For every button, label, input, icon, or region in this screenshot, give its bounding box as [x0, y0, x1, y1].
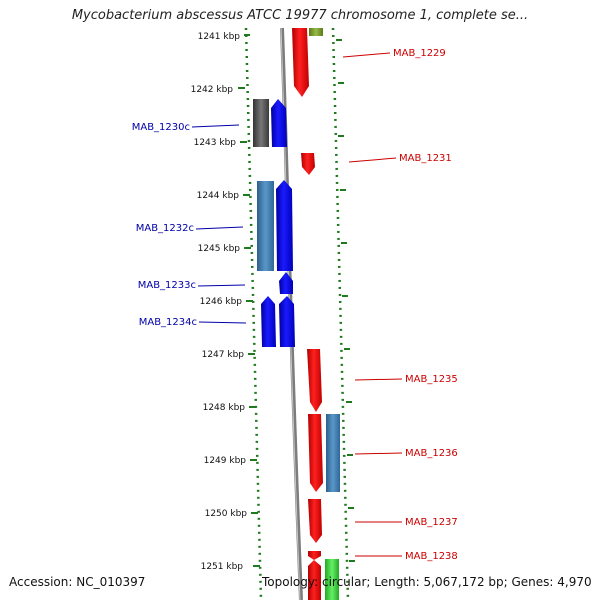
- gene-mab-1232c[interactable]: [276, 180, 293, 271]
- gene-mab-1234c-a[interactable]: [261, 296, 276, 347]
- leader-line: [354, 452, 403, 455]
- steelblue-feature[interactable]: [326, 414, 340, 492]
- accession-text: Accession: NC_010397: [9, 575, 146, 589]
- scale-tick: 1246 kbp: [200, 295, 348, 307]
- gene-mab-1236[interactable]: [308, 414, 323, 492]
- gene-labels: MAB_1229 MAB_1230c MAB_1231 MAB_1232c MA…: [132, 48, 458, 562]
- scale-tick: 1251 kbp: [201, 560, 355, 572]
- leader-line: [191, 124, 240, 128]
- scale-ticks: 1241 kbp 1242 kbp 1243 kbp 1244 kbp 1245…: [191, 32, 355, 572]
- green-feature[interactable]: [325, 559, 339, 600]
- scale-tick: 1245 kbp: [198, 242, 347, 254]
- scale-tick: 1248 kbp: [203, 401, 352, 413]
- right-dotted-guide: [331, 27, 350, 600]
- gene-mab-1233c[interactable]: [279, 272, 293, 294]
- scale-tick: 1247 kbp: [202, 348, 350, 360]
- leader-line: [342, 52, 391, 58]
- scale-tick-label: 1245 kbp: [198, 244, 241, 254]
- scale-tick-label: 1249 kbp: [204, 456, 247, 466]
- scale-tick: 1241 kbp: [198, 32, 342, 42]
- gray-feature[interactable]: [253, 99, 269, 147]
- gene-mab-1237[interactable]: [308, 499, 322, 543]
- olive-feature[interactable]: [309, 28, 323, 36]
- red-feature-bottom[interactable]: [308, 560, 321, 600]
- scale-tick: 1249 kbp: [204, 454, 353, 466]
- leader-line: [198, 321, 247, 324]
- gene-label-mab-1238[interactable]: MAB_1238: [405, 551, 458, 562]
- scale-tick: 1244 kbp: [197, 189, 346, 201]
- gene-label-mab-1235[interactable]: MAB_1235: [405, 374, 458, 385]
- scale-tick-label: 1242 kbp: [191, 85, 234, 95]
- scale-tick-label: 1244 kbp: [197, 191, 240, 201]
- gene-label-mab-1230c[interactable]: MAB_1230c: [132, 122, 190, 133]
- gene-mab-1230c[interactable]: [271, 99, 287, 147]
- scale-tick-label: 1241 kbp: [198, 32, 241, 42]
- gene-mab-1234c-b[interactable]: [279, 296, 295, 347]
- gene-label-mab-1234c[interactable]: MAB_1234c: [139, 317, 197, 328]
- scale-tick: 1250 kbp: [205, 507, 354, 519]
- scale-tick-label: 1250 kbp: [205, 509, 248, 519]
- leader-line: [348, 157, 397, 163]
- gene-label-mab-1229[interactable]: MAB_1229: [393, 48, 446, 59]
- scale-tick: 1243 kbp: [194, 135, 344, 148]
- scale-tick-label: 1248 kbp: [203, 403, 246, 413]
- scale-tick-label: 1247 kbp: [202, 350, 245, 360]
- reverse-strand-track: [253, 99, 295, 347]
- scale-tick-label: 1251 kbp: [201, 562, 244, 572]
- genome-summary-text: Topology: circular; Length: 5,067,172 bp…: [262, 575, 592, 589]
- scale-tick: 1242 kbp: [191, 82, 344, 95]
- leader-line: [197, 284, 246, 287]
- gene-label-mab-1237[interactable]: MAB_1237: [405, 517, 458, 528]
- forward-strand-track: [292, 28, 340, 600]
- gene-mab-1235[interactable]: [307, 349, 322, 412]
- left-dotted-guide: [244, 27, 263, 600]
- gene-mab-1229[interactable]: [292, 28, 309, 97]
- gene-mab-1238[interactable]: [308, 551, 321, 560]
- gene-mab-1231[interactable]: [301, 153, 315, 175]
- gene-label-mab-1233c[interactable]: MAB_1233c: [138, 280, 196, 291]
- steelblue-feature[interactable]: [257, 181, 274, 271]
- leader-line: [354, 378, 403, 381]
- map-title: Mycobacterium abscessus ATCC 19977 chrom…: [71, 8, 529, 23]
- scale-tick-label: 1243 kbp: [194, 138, 237, 148]
- gene-label-mab-1236[interactable]: MAB_1236: [405, 448, 458, 459]
- gene-label-mab-1232c[interactable]: MAB_1232c: [136, 223, 194, 234]
- leader-line: [195, 226, 244, 230]
- scale-tick-label: 1246 kbp: [200, 297, 243, 307]
- gene-label-mab-1231[interactable]: MAB_1231: [399, 153, 452, 164]
